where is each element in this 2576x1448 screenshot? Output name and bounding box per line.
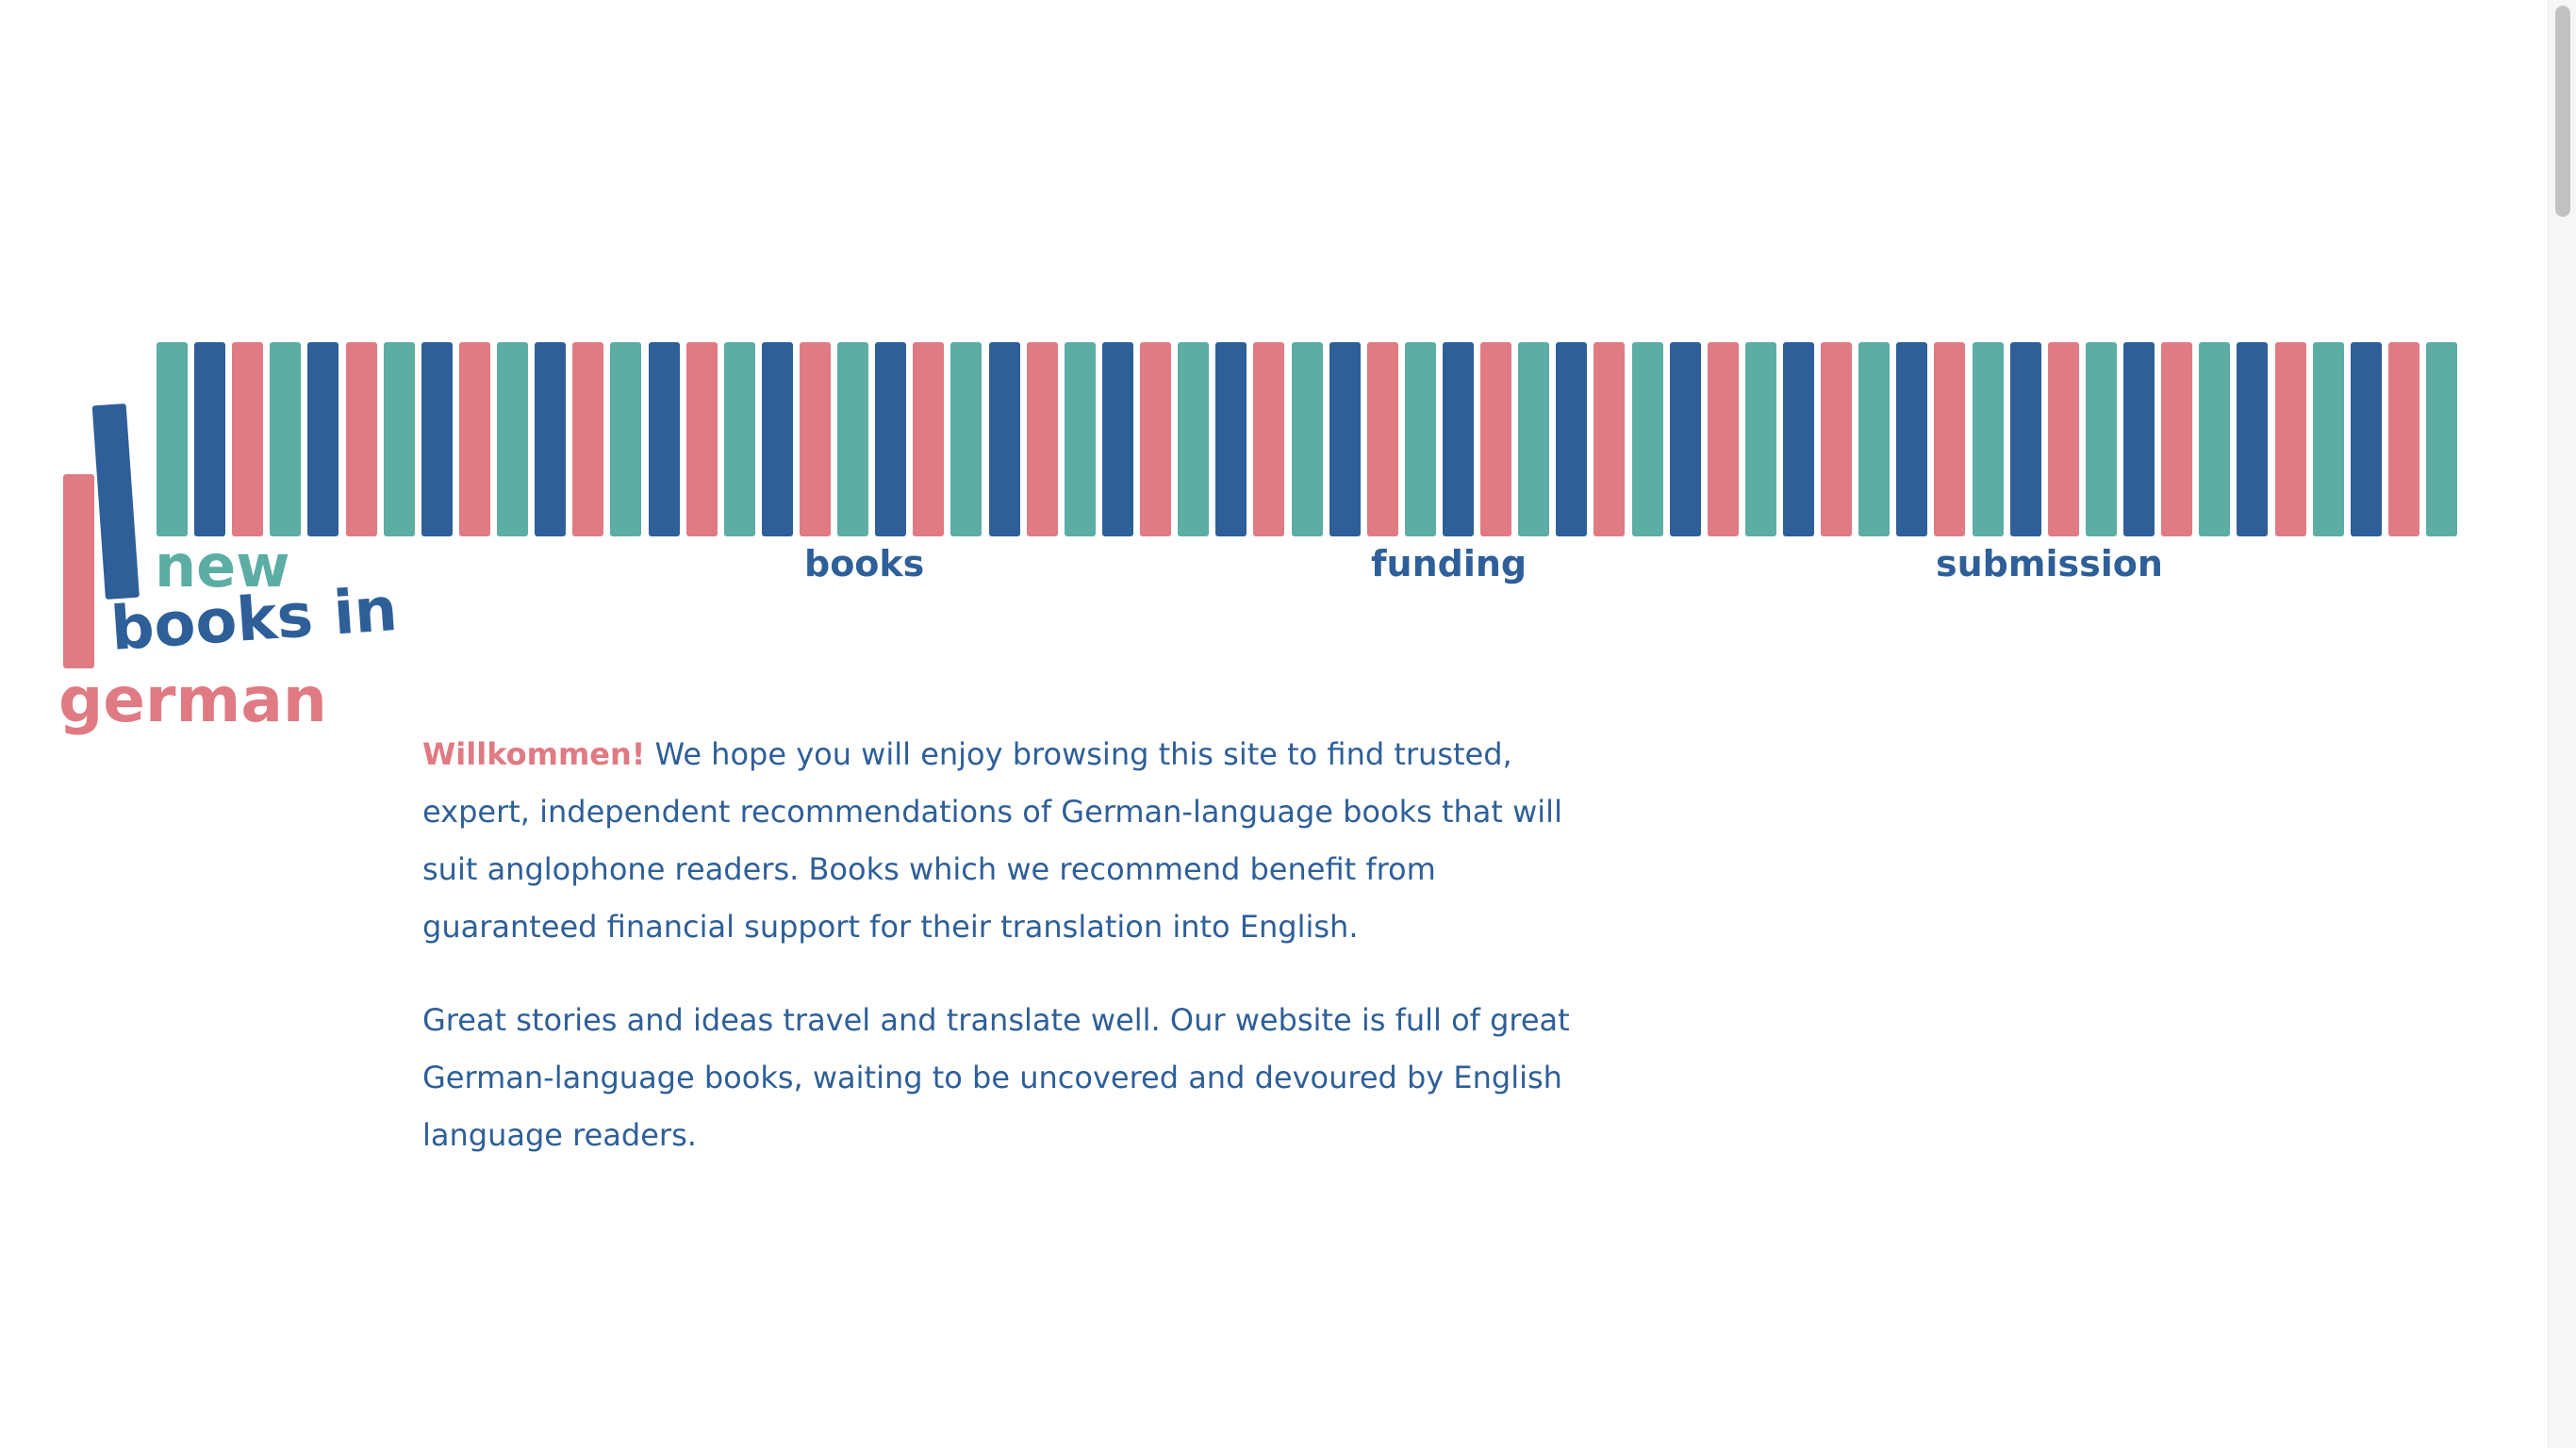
- welcome-highlight: Willkommen!: [422, 736, 646, 772]
- book-spine: [1405, 342, 1436, 536]
- book-spine: [384, 342, 415, 536]
- book-spine: [572, 342, 603, 536]
- book-spine: [1102, 342, 1133, 536]
- book-spine: [2388, 342, 2419, 536]
- book-spine: [1632, 342, 1663, 536]
- book-spine: [1593, 342, 1625, 536]
- book-spine: [1556, 342, 1587, 536]
- site-logo[interactable]: new books in german: [57, 396, 400, 754]
- book-spine: [1178, 342, 1209, 536]
- book-spine: [2048, 342, 2079, 536]
- book-spine: [1934, 342, 1965, 536]
- book-spine: [875, 342, 906, 536]
- book-spine: [2123, 342, 2155, 536]
- vertical-scrollbar[interactable]: [2548, 0, 2576, 1448]
- book-spine: [1253, 342, 1284, 536]
- intro-paragraph: Willkommen! We hope you will enjoy brows…: [422, 726, 1601, 956]
- book-spine: [497, 342, 528, 536]
- book-spine: [837, 342, 868, 536]
- intro-text: We hope you will enjoy browsing this sit…: [422, 736, 1562, 945]
- book-spine: [2237, 342, 2268, 536]
- book-spine: [346, 342, 377, 536]
- book-spines-banner: [157, 342, 2457, 536]
- book-spine: [686, 342, 718, 536]
- book-spine: [1745, 342, 1776, 536]
- book-spine: [610, 342, 641, 536]
- book-spine: [762, 342, 793, 536]
- book-spine: [724, 342, 755, 536]
- book-spine: [2199, 342, 2230, 536]
- nav-books[interactable]: books: [804, 543, 925, 584]
- logo-text-books-in: books in: [108, 574, 400, 665]
- book-spine: [1896, 342, 1927, 536]
- book-spine: [2313, 342, 2344, 536]
- book-spine: [1329, 342, 1361, 536]
- book-spine: [1027, 342, 1058, 536]
- book-spine: [1973, 342, 2004, 536]
- second-paragraph: Great stories and ideas travel and trans…: [422, 1002, 1570, 1153]
- logo-book-pink-icon: [63, 474, 94, 668]
- book-spine: [1065, 342, 1096, 536]
- book-spine: [194, 342, 225, 536]
- book-spine: [800, 342, 831, 536]
- book-spine: [1708, 342, 1739, 536]
- welcome-content: Willkommen! We hope you will enjoy brows…: [422, 726, 1601, 1200]
- book-spine: [459, 342, 490, 536]
- book-spine: [535, 342, 566, 536]
- book-spine: [1215, 342, 1247, 536]
- book-spine: [1140, 342, 1171, 536]
- book-spine: [2086, 342, 2117, 536]
- logo-text-german: german: [58, 664, 327, 736]
- book-spine: [1480, 342, 1511, 536]
- book-spine: [2275, 342, 2306, 536]
- book-spine: [989, 342, 1020, 536]
- book-spine: [1518, 342, 1549, 536]
- book-spine: [1367, 342, 1398, 536]
- book-spine: [2161, 342, 2192, 536]
- book-spine: [307, 342, 339, 536]
- book-spine: [1858, 342, 1890, 536]
- scrollbar-thumb[interactable]: [2555, 6, 2570, 217]
- book-spine: [270, 342, 301, 536]
- book-spine: [2351, 342, 2382, 536]
- book-spine: [2010, 342, 2041, 536]
- nav-funding[interactable]: funding: [1371, 543, 1527, 584]
- book-spine: [950, 342, 982, 536]
- logo-book-blue-icon: [91, 403, 140, 600]
- book-spine: [157, 342, 188, 536]
- book-spine: [2426, 342, 2457, 536]
- logo-text-new: new: [155, 532, 290, 601]
- book-spine: [1783, 342, 1814, 536]
- book-spine: [649, 342, 680, 536]
- book-spine: [232, 342, 263, 536]
- book-spine: [421, 342, 453, 536]
- nav-submission[interactable]: submission: [1936, 543, 2163, 584]
- book-spine: [913, 342, 944, 536]
- book-spine: [1292, 342, 1323, 536]
- book-spine: [1443, 342, 1474, 536]
- book-spine: [1670, 342, 1701, 536]
- book-spine: [1821, 342, 1852, 536]
